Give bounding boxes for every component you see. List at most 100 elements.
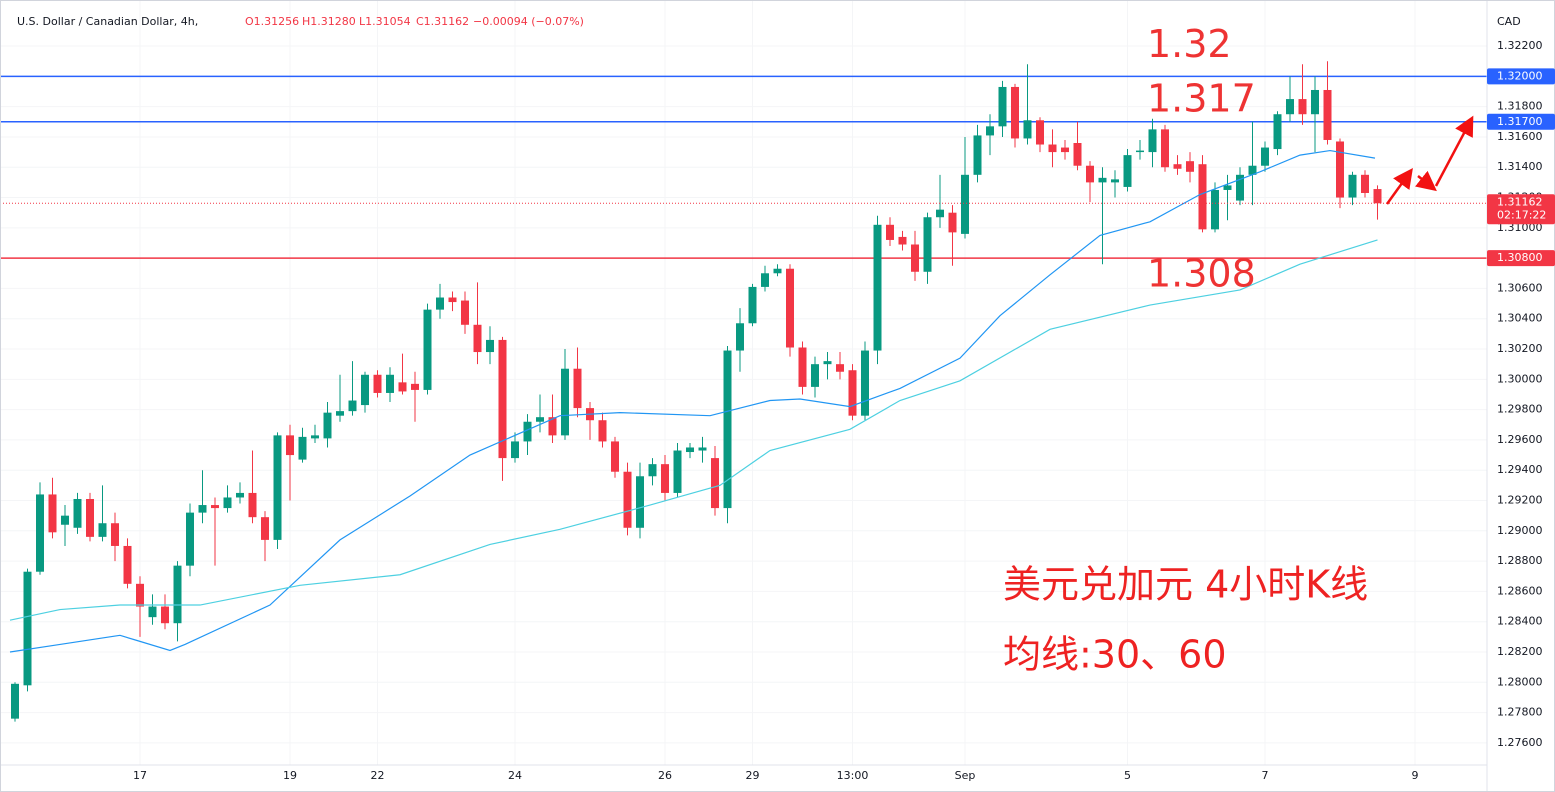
y-tick-label: 1.28200 [1497, 645, 1543, 658]
y-tick-label: 1.29600 [1497, 433, 1543, 446]
candle-body [1236, 174, 1244, 201]
candle-body [998, 86, 1007, 127]
candle-body [311, 435, 319, 439]
x-tick-label: 5 [1124, 769, 1131, 782]
y-axis-label: CAD [1497, 15, 1521, 28]
y-tick-label: 1.28800 [1497, 554, 1543, 567]
candle-body [373, 374, 382, 393]
y-tick-label: 1.30200 [1497, 342, 1543, 355]
level-label-box [1487, 113, 1555, 130]
candle-body [48, 494, 57, 533]
candle-body [298, 436, 307, 460]
y-tick-label: 1.28600 [1497, 584, 1543, 597]
candle-body [1361, 174, 1369, 193]
candle-body [798, 347, 807, 387]
last-price-box [1487, 194, 1555, 225]
candle-body [611, 441, 619, 472]
candle-body [498, 339, 507, 459]
candle-body [1161, 129, 1169, 168]
candle-body [236, 492, 244, 498]
ohlc-low: L1.31054 [359, 15, 411, 28]
x-tick-label: 26 [658, 769, 672, 782]
candle-body [773, 268, 782, 274]
candle-body [911, 244, 919, 272]
candle-body [1086, 165, 1094, 183]
candle-body [1298, 99, 1307, 115]
candle-body [273, 435, 282, 540]
ohlc-close: C1.31162 [416, 15, 469, 28]
candle-body [461, 300, 469, 325]
candle-body [523, 421, 532, 442]
candle-body [1348, 174, 1357, 198]
candle-body [561, 368, 569, 436]
ohlc-change: −0.00094 (−0.07%) [473, 15, 584, 28]
y-tick-label: 1.28400 [1497, 615, 1543, 628]
candle-body [248, 492, 257, 518]
candle-body [1111, 179, 1119, 183]
candle-body [1048, 144, 1057, 153]
candle-body [98, 523, 107, 537]
x-tick-label: 7 [1262, 769, 1269, 782]
candle-body [348, 400, 357, 412]
annotation: 美元兑加元 4小时K线 [1003, 563, 1368, 607]
plot-area [0, 61, 1487, 722]
candle-body [1373, 189, 1382, 204]
candle-body [648, 464, 657, 477]
candle-body [536, 417, 544, 422]
candle-body [448, 297, 457, 303]
candle-body [961, 174, 969, 234]
y-tick-label: 1.29000 [1497, 524, 1543, 537]
candle-body [723, 350, 732, 509]
arrow [1385, 167, 1413, 205]
y-tick-label: 1.28000 [1497, 675, 1543, 688]
arrow [1415, 170, 1437, 192]
candle-body [686, 447, 694, 453]
candle-body [1098, 177, 1107, 183]
candle-body [411, 383, 419, 390]
candle-body [1286, 99, 1294, 115]
y-tick-label: 1.30400 [1497, 312, 1543, 325]
level-note: 1.308 [1147, 252, 1256, 296]
candle-body [123, 545, 132, 584]
y-tick-label: 1.29400 [1497, 463, 1543, 476]
candle-body [1036, 120, 1044, 145]
candle-body [386, 374, 394, 393]
level-label: 1.30800 [1497, 251, 1543, 264]
candle-body [873, 224, 882, 351]
candle-body [1311, 89, 1319, 115]
candle-body [711, 458, 719, 509]
candle-body [898, 236, 907, 245]
candle-body [86, 498, 94, 537]
y-tick-label: 1.29800 [1497, 403, 1543, 416]
candle-body [698, 447, 707, 451]
candle-body [161, 606, 169, 624]
candle-body [136, 583, 144, 607]
y-tick-label: 1.27800 [1497, 706, 1543, 719]
candle-body [761, 273, 769, 287]
candle-body [836, 364, 844, 372]
candle-body [436, 297, 444, 310]
arrow [1434, 115, 1474, 187]
candle-body [36, 494, 44, 572]
candle-body [1148, 129, 1157, 153]
candle-body [636, 476, 644, 528]
y-tick-label: 1.32200 [1497, 39, 1543, 52]
candle-body [986, 126, 994, 136]
candle-body [973, 135, 982, 175]
candle-body [623, 471, 632, 528]
candle-body [1211, 189, 1219, 230]
candle-body [223, 497, 232, 509]
candle-body [1248, 165, 1257, 175]
level-label-box [1487, 68, 1555, 85]
candle-body [11, 683, 19, 719]
candle-body [948, 212, 957, 233]
candle-body [1136, 150, 1144, 153]
x-tick-label: 24 [508, 769, 522, 782]
moving-average-line [9, 149, 1376, 653]
candle-body [398, 382, 407, 392]
candle-body [111, 523, 119, 546]
candle-body [861, 350, 869, 416]
candle-body [598, 420, 607, 442]
candle-body [61, 515, 69, 525]
